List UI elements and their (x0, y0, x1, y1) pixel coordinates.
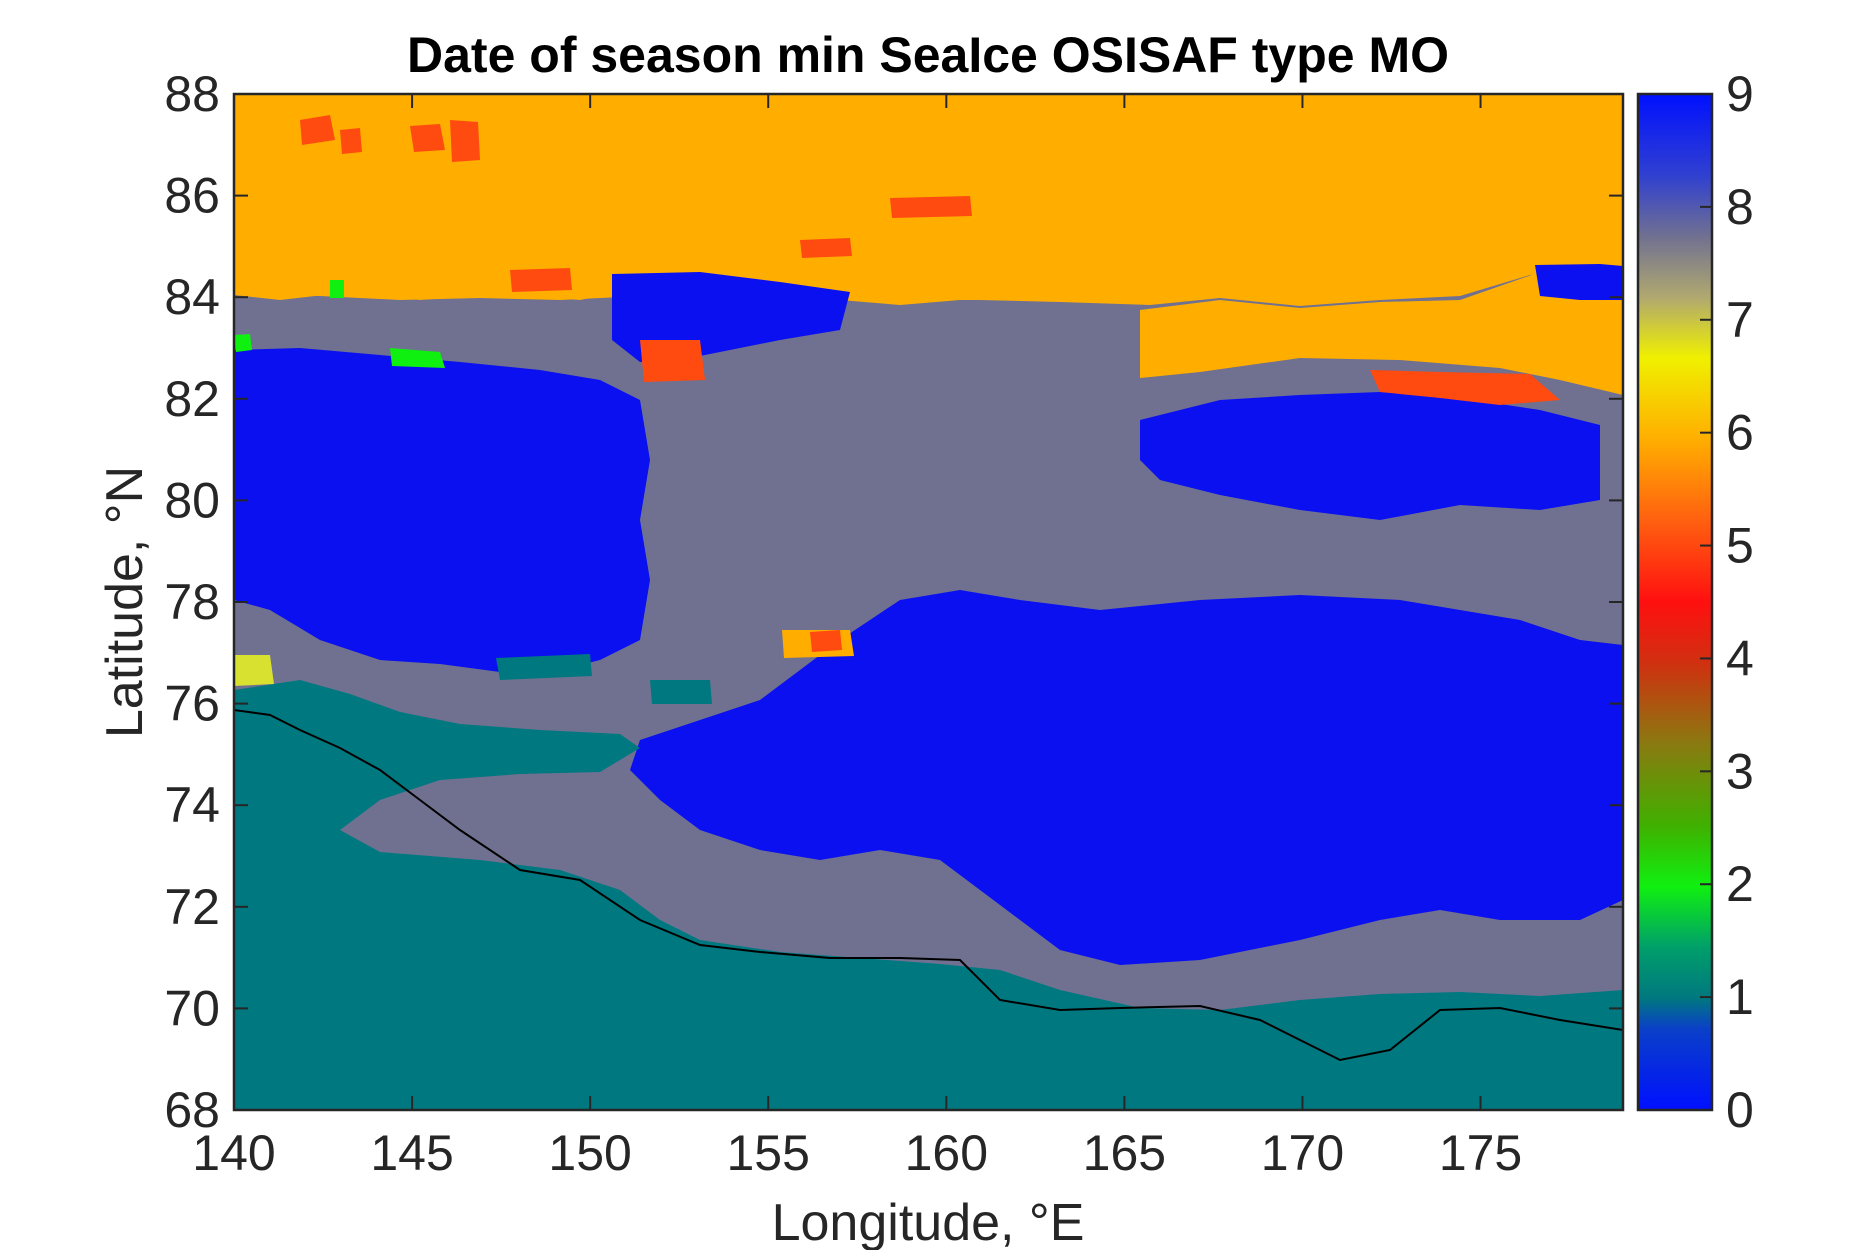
region-teal-island-1 (496, 654, 592, 680)
colorbar-tick-label: 4 (1726, 630, 1754, 686)
y-tick-label: 72 (164, 879, 220, 935)
x-tick-label: 160 (905, 1125, 988, 1181)
region-yellow-patch (234, 655, 274, 686)
y-tick-label: 80 (164, 472, 220, 528)
colorbar-tick-label: 9 (1726, 66, 1754, 122)
x-tick-label: 140 (192, 1125, 275, 1181)
region-blue-east (1390, 630, 1623, 910)
colorbar-ticks: 0 1 2 3 4 5 6 7 8 9 (1700, 66, 1754, 1138)
region-blue-northeast-patch (1535, 264, 1623, 300)
colorbar-tick-label: 3 (1726, 743, 1754, 799)
colorbar (1636, 92, 1714, 1112)
x-tick-label: 155 (727, 1125, 810, 1181)
x-axis: 140 145 150 155 160 165 170 175 (192, 94, 1522, 1181)
colorbar-tick-label: 1 (1726, 969, 1754, 1025)
colorbar-tick-label: 6 (1726, 405, 1754, 461)
colorbar-tick-label: 5 (1726, 518, 1754, 574)
y-axis: 68 70 72 74 76 78 80 82 84 86 88 (164, 66, 1623, 1138)
y-tick-label: 88 (164, 66, 220, 122)
x-tick-label: 165 (1083, 1125, 1166, 1181)
colorbar-tick-label: 8 (1726, 179, 1754, 235)
region-green-patches (234, 280, 445, 368)
x-tick-label: 170 (1261, 1125, 1344, 1181)
chart-title: Date of season min SeaIce OSISAF type MO (407, 27, 1449, 83)
y-tick-label: 84 (164, 269, 220, 325)
colorbar-tick-label: 0 (1726, 1082, 1754, 1138)
y-tick-label: 82 (164, 371, 220, 427)
y-tick-label: 68 (164, 1082, 220, 1138)
region-blue-northcentral (612, 272, 850, 362)
y-tick-label: 86 (164, 168, 220, 224)
region-blue-west (234, 348, 650, 672)
y-tick-label: 74 (164, 777, 220, 833)
coastline (234, 709, 1623, 1062)
colorbar-tick-label: 2 (1726, 856, 1754, 912)
region-blue-central (630, 590, 1623, 965)
x-tick-label: 150 (548, 1125, 631, 1181)
x-axis-label: Longitude, °E (772, 1194, 1085, 1250)
y-tick-label: 76 (164, 676, 220, 732)
x-tick-label: 145 (370, 1125, 453, 1181)
x-tick-label: 175 (1439, 1125, 1522, 1181)
colorbar-tick-label: 7 (1726, 292, 1754, 348)
y-tick-label: 70 (164, 980, 220, 1036)
map-plot-area (234, 94, 1623, 1110)
y-tick-label: 78 (164, 574, 220, 630)
region-teal-island-2 (650, 680, 712, 704)
y-axis-label: Latitude, °N (96, 466, 154, 738)
region-teal-coast (234, 680, 1623, 1110)
region-blue-northeast (1140, 392, 1600, 520)
